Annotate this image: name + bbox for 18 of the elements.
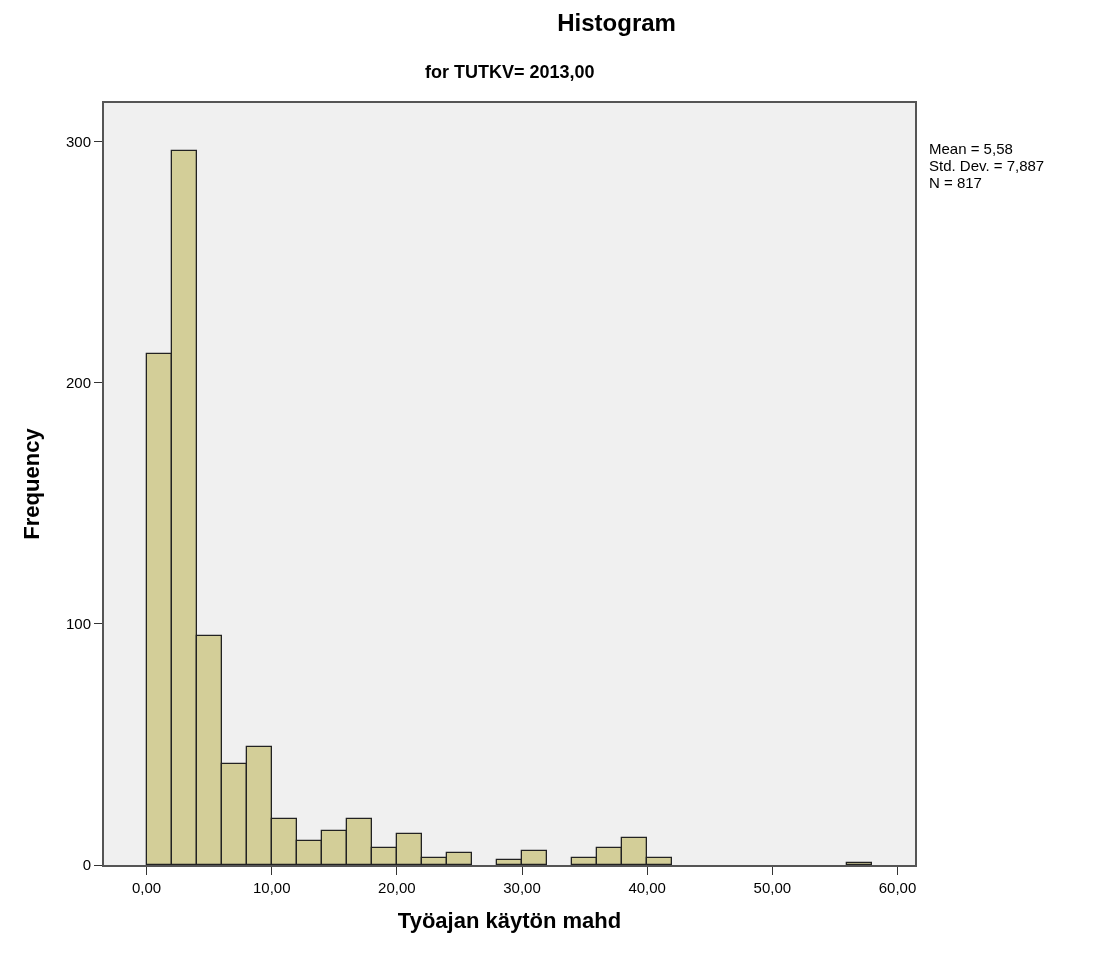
y-tick-label: 300 (65, 132, 91, 150)
y-tick-label: 100 (65, 615, 91, 633)
text: N = 817 (929, 174, 982, 191)
chart-title: Histogram (557, 9, 676, 37)
x-tick-label: 60,00 (878, 879, 917, 896)
chart-subtitle: for TUTKV= 2013,00 (425, 62, 595, 82)
x-tick-label: 20,00 (378, 879, 416, 896)
x-tick-label: 30,00 (503, 879, 541, 896)
x-tick-label: 0,00 (131, 879, 162, 896)
x-tick-label: 10,00 (252, 879, 291, 896)
y-tick-label: 200 (65, 373, 91, 391)
y-tick-label: 0 (82, 856, 91, 874)
x-tick-label: 40,00 (628, 879, 666, 896)
text: Std. Dev. = 7,887 (929, 157, 1045, 174)
x-tick-label: 50,00 (753, 879, 792, 896)
text: Mean = 5,58 (929, 140, 1013, 157)
y-axis-title: Frequency (19, 427, 45, 540)
x-axis-title: Työajan käytön mahd (397, 908, 622, 934)
